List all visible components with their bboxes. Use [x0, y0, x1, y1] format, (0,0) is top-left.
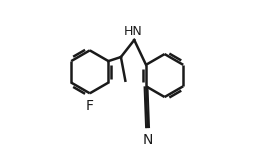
Text: N: N	[142, 133, 153, 147]
Text: HN: HN	[123, 25, 142, 38]
Text: F: F	[86, 99, 94, 113]
